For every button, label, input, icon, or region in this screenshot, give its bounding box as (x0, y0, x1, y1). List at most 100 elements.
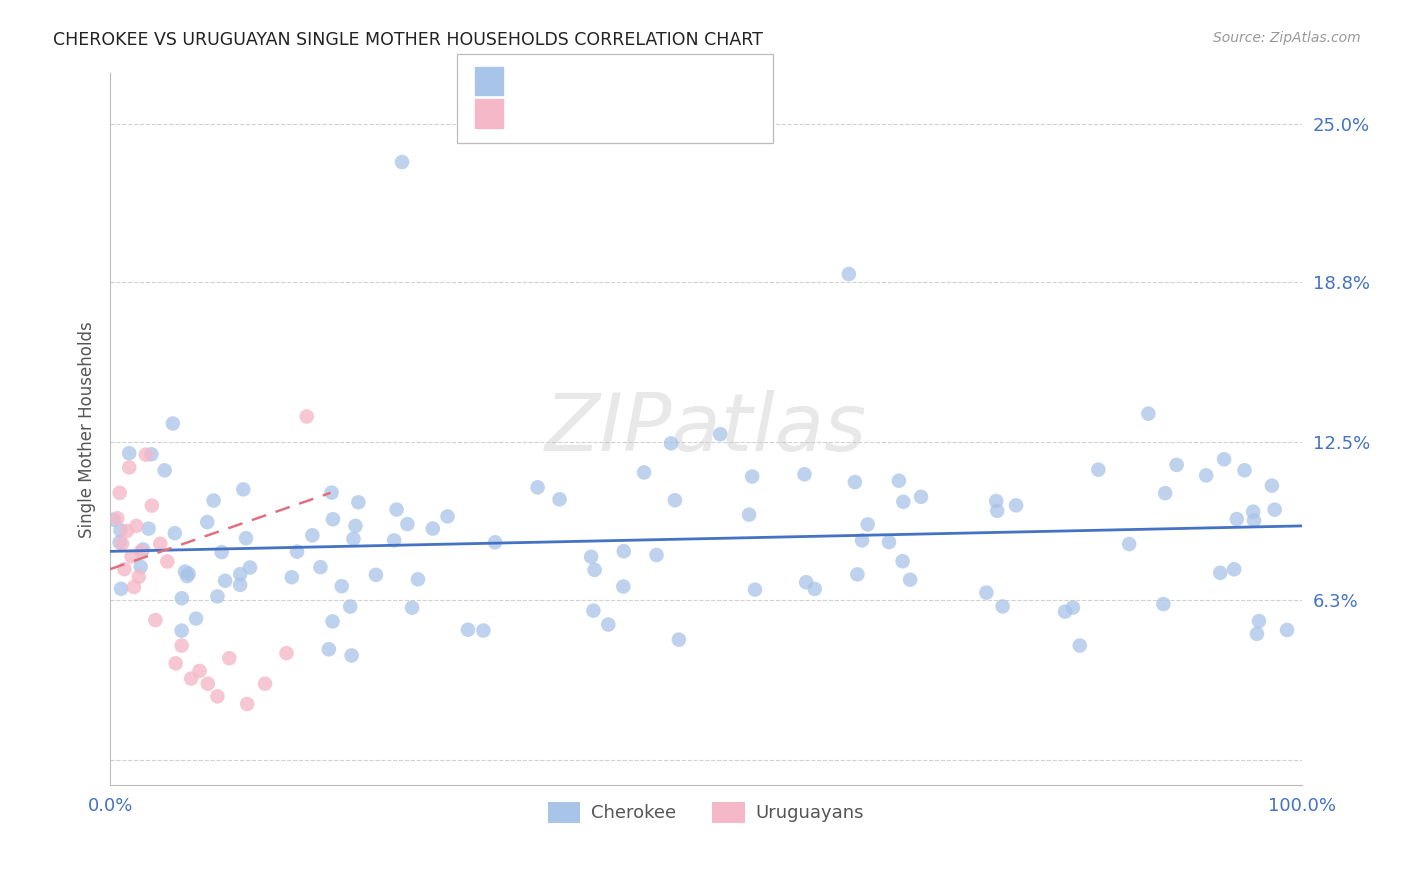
Text: 27: 27 (665, 104, 695, 122)
Point (141, 447, 163, 461)
Point (121, 549, 143, 564)
Point (1053, 605, 1076, 619)
Point (170, 591, 193, 606)
Point (803, 582, 825, 596)
Point (582, 604, 605, 618)
Point (1154, 486, 1177, 500)
Point (110, 523, 132, 537)
Point (108, 535, 131, 549)
Text: R =: R = (513, 72, 550, 90)
Legend: Cherokee, Uruguayans: Cherokee, Uruguayans (540, 795, 872, 830)
Point (664, 493, 686, 508)
Point (105, 511, 128, 525)
Point (1226, 512, 1249, 526)
Point (1233, 463, 1256, 477)
Point (548, 492, 571, 507)
Point (344, 519, 367, 533)
Point (114, 562, 136, 576)
Point (1087, 463, 1109, 477)
Point (391, 155, 413, 169)
Point (910, 490, 932, 504)
Point (125, 519, 148, 533)
Point (239, 560, 262, 574)
Point (322, 512, 344, 526)
Point (330, 579, 353, 593)
Text: Source: ZipAtlas.com: Source: ZipAtlas.com (1213, 31, 1361, 45)
Text: CHEROKEE VS URUGUAYAN SINGLE MOTHER HOUSEHOLDS CORRELATION CHART: CHEROKEE VS URUGUAYAN SINGLE MOTHER HOUS… (53, 31, 763, 49)
Point (184, 611, 207, 625)
Point (197, 676, 219, 690)
Point (422, 522, 444, 536)
Point (111, 537, 134, 551)
Point (115, 524, 138, 538)
Point (1069, 639, 1091, 653)
Point (207, 690, 229, 704)
Point (174, 565, 197, 579)
Point (579, 549, 602, 564)
Point (141, 499, 163, 513)
Point (976, 585, 998, 599)
Point (309, 560, 332, 574)
Point (1213, 452, 1236, 467)
Point (1261, 478, 1284, 492)
Point (285, 544, 308, 558)
Point (457, 623, 479, 637)
Point (254, 676, 277, 690)
Text: 0.042: 0.042 (558, 72, 610, 90)
Point (1246, 627, 1268, 641)
Point (1195, 468, 1218, 483)
Point (891, 495, 914, 509)
Point (342, 532, 364, 546)
Point (645, 548, 668, 562)
Point (613, 544, 636, 558)
Point (396, 517, 419, 532)
Point (235, 531, 257, 545)
Point (145, 613, 167, 627)
Point (339, 599, 361, 614)
Point (229, 578, 252, 592)
Point (794, 575, 817, 590)
Point (1152, 597, 1174, 611)
Text: N =: N = (620, 104, 657, 122)
Point (401, 600, 423, 615)
Point (385, 502, 408, 516)
Point (709, 427, 731, 442)
Point (472, 624, 495, 638)
Point (668, 632, 690, 647)
Point (322, 615, 344, 629)
Point (364, 567, 387, 582)
Point (229, 567, 252, 582)
Point (526, 480, 548, 494)
Point (176, 569, 198, 583)
Point (1118, 537, 1140, 551)
Point (851, 533, 873, 548)
Point (598, 617, 620, 632)
Point (214, 574, 236, 588)
Point (128, 570, 150, 584)
Point (122, 580, 145, 594)
Point (612, 580, 634, 594)
Point (118, 446, 141, 460)
Point (406, 572, 429, 586)
Point (887, 474, 910, 488)
Text: N =: N = (620, 72, 657, 90)
Point (118, 460, 141, 475)
Point (1137, 407, 1160, 421)
Point (877, 535, 900, 549)
Point (1062, 600, 1084, 615)
Point (856, 517, 879, 532)
Point (108, 486, 131, 500)
Point (738, 508, 761, 522)
Point (436, 509, 458, 524)
Point (318, 642, 340, 657)
Point (1241, 505, 1264, 519)
Point (211, 545, 233, 559)
Point (218, 651, 240, 665)
Point (170, 639, 193, 653)
Point (484, 535, 506, 549)
Y-axis label: Single Mother Households: Single Mother Households (79, 321, 96, 538)
Point (110, 582, 132, 596)
Point (195, 515, 218, 529)
Point (744, 582, 766, 597)
Point (170, 624, 193, 638)
